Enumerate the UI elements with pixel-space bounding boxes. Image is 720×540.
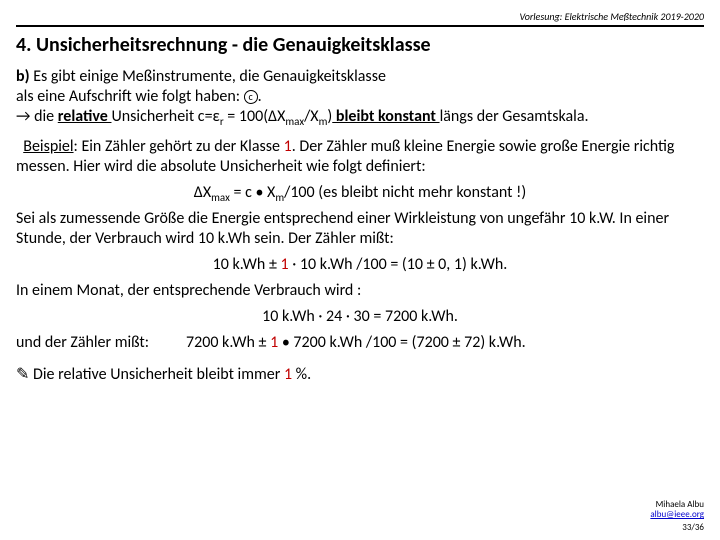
conclusion-pre: Die relative Unsicherheit bleibt immer	[29, 365, 284, 384]
beispiel-1a: : Ein Zähler gehört zu der Klasse	[74, 137, 284, 156]
slide-page: Vorlesung: Elektrische Meßtechnik 2019-2…	[0, 0, 720, 540]
max-sub: max	[285, 115, 304, 128]
formula-c: /100 (es bleibt nicht mehr konstant !)	[284, 183, 526, 202]
b-line2b: .	[258, 87, 262, 106]
formula-max-sub: max	[211, 191, 230, 204]
course-meta: Vorlesung: Elektrische Meßtechnik 2019-2…	[16, 10, 704, 23]
beispiel-label: Beispiel	[23, 137, 73, 156]
unsich-text: Unsicherheit c=ε	[111, 107, 219, 126]
calc-line-2: 10 k.Wh · 24 · 30 = 7200 k.Wh.	[16, 307, 704, 327]
class-one: 1	[284, 137, 292, 156]
section-b-intro: b) Es gibt einige Meßinstrumente, die Ge…	[16, 67, 704, 129]
circled-c-icon: c	[244, 90, 258, 104]
calc1-red: 1	[281, 255, 289, 274]
und-row: und der Zähler mißt: 7200 k.Wh ± 1 • 720…	[16, 333, 704, 359]
relative-word: relative	[58, 107, 112, 126]
calc3-red: 1	[270, 333, 278, 352]
conclusion-line: ✎ Die relative Unsicherheit bleibt immer…	[16, 365, 704, 385]
beispiel-sent3: In einem Monat, der entsprechende Verbra…	[16, 281, 704, 301]
calc-line-3: 7200 k.Wh ± 1 • 7200 k.Wh /100 = (7200 ±…	[186, 333, 526, 353]
eq-tail: = 100(ΔX	[224, 107, 286, 126]
formula-m-sub: m	[275, 191, 284, 204]
langs-text: längs der Gesamtskala.	[440, 107, 589, 126]
und-label: und der Zähler mißt:	[16, 333, 186, 353]
beispiel-sent2: Sei als zumessende Größe die Energie ent…	[16, 209, 704, 249]
author-email-link[interactable]: albu@ieee.org	[650, 509, 704, 520]
b-line1: Es gibt einige Meßinstrumente, die Genau…	[30, 67, 386, 86]
b-marker: b)	[16, 67, 30, 86]
footer-block: Mihaela Albu albu@ieee.org 33/36	[650, 500, 704, 534]
bleibt-konstant: bleibt konstant	[332, 107, 439, 126]
calc1-a: 10 k.Wh ±	[213, 255, 281, 274]
abs-uncert-formula: ΔXmax = c • Xm/100 (es bleibt nicht mehr…	[16, 183, 704, 205]
formula-a: ΔX	[194, 183, 211, 202]
eq-tail2: /X	[304, 107, 318, 126]
arrow-text: → die	[16, 107, 58, 126]
beispiel-sent1: Beispiel: Ein Zähler gehört zu der Klass…	[16, 137, 704, 177]
conclusion-post: %.	[292, 365, 311, 384]
hand-icon: ✎	[16, 366, 29, 383]
conclusion-red: 1	[284, 365, 292, 384]
calc-line-1: 10 k.Wh ± 1 · 10 k.Wh /100 = (10 ± 0, 1)…	[16, 255, 704, 275]
calc3-b: • 7200 k.Wh /100 = (7200 ± 72) k.Wh.	[278, 333, 525, 352]
b-line2a: als eine Aufschrift wie folgt haben:	[16, 87, 244, 106]
calc3-a: 7200 k.Wh ±	[186, 333, 270, 352]
top-rule	[16, 25, 704, 27]
page-number: 33/36	[650, 523, 704, 534]
calc1-b: · 10 k.Wh /100 = (10 ± 0, 1) k.Wh.	[289, 255, 508, 274]
page-title: 4. Unsicherheitsrechnung - die Genauigke…	[16, 33, 704, 57]
formula-b: = c • X	[230, 183, 275, 202]
